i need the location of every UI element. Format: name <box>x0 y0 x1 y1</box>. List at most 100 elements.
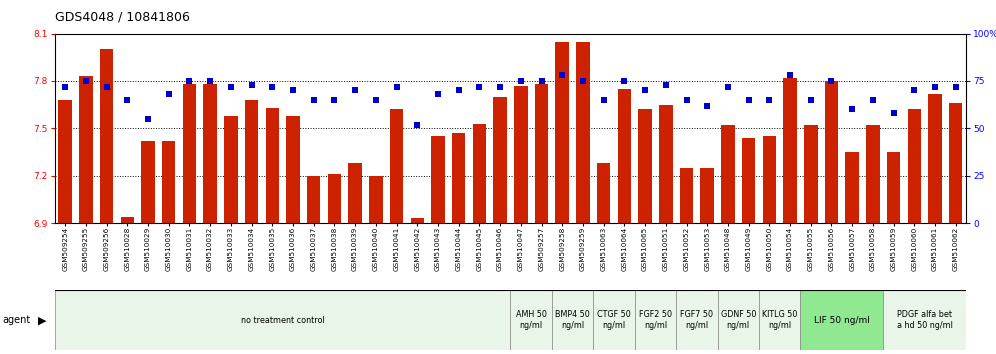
Bar <box>162 141 175 223</box>
Bar <box>907 109 921 223</box>
Point <box>720 84 736 90</box>
Point <box>596 97 612 103</box>
Bar <box>370 176 382 223</box>
Bar <box>883 290 966 350</box>
Point <box>845 107 861 112</box>
Bar <box>556 41 569 223</box>
Point <box>388 84 404 90</box>
Point <box>617 78 632 84</box>
Text: PDGF alfa bet
a hd 50 ng/ml: PDGF alfa bet a hd 50 ng/ml <box>896 310 952 330</box>
Bar <box>59 100 72 223</box>
Text: LIF 50 ng/ml: LIF 50 ng/ml <box>814 316 870 325</box>
Point <box>906 88 922 93</box>
Bar <box>245 100 258 223</box>
Point <box>575 78 591 84</box>
Point <box>264 84 280 90</box>
Point <box>678 97 694 103</box>
Text: FGF7 50
ng/ml: FGF7 50 ng/ml <box>680 310 713 330</box>
Bar <box>514 86 528 223</box>
Point <box>78 78 94 84</box>
Point <box>554 73 570 78</box>
Bar <box>493 97 507 223</box>
Text: agent: agent <box>2 315 30 325</box>
Bar <box>203 84 217 223</box>
Point <box>885 110 901 116</box>
Bar <box>721 125 735 223</box>
Bar <box>410 218 424 223</box>
Bar <box>680 168 693 223</box>
Point <box>57 84 73 90</box>
Point <box>699 103 715 108</box>
Bar <box>676 290 717 350</box>
Point <box>368 97 383 103</box>
Text: CTGF 50
ng/ml: CTGF 50 ng/ml <box>598 310 630 330</box>
Bar <box>535 84 548 223</box>
Bar <box>121 217 134 223</box>
Bar <box>79 76 93 223</box>
Bar <box>349 163 362 223</box>
Bar <box>928 93 942 223</box>
Point <box>244 82 260 87</box>
Point <box>120 97 135 103</box>
Point <box>803 97 819 103</box>
Point <box>637 88 653 93</box>
Point <box>471 84 487 90</box>
Point <box>223 84 239 90</box>
Point <box>140 116 156 122</box>
Point <box>430 91 446 97</box>
Point <box>741 97 757 103</box>
Bar <box>594 290 634 350</box>
Point <box>285 88 301 93</box>
Bar <box>100 50 114 223</box>
Bar <box>717 290 759 350</box>
Point <box>306 97 322 103</box>
Bar <box>867 125 879 223</box>
Point <box>492 84 508 90</box>
Bar <box>286 116 300 223</box>
Bar <box>783 78 797 223</box>
Bar <box>307 176 321 223</box>
Bar <box>452 133 465 223</box>
Text: GDNF 50
ng/ml: GDNF 50 ng/ml <box>720 310 756 330</box>
Bar <box>825 81 839 223</box>
Text: GDS4048 / 10841806: GDS4048 / 10841806 <box>55 11 189 24</box>
Bar <box>55 290 511 350</box>
Bar <box>473 124 486 223</box>
Point <box>657 82 673 87</box>
Point <box>348 88 364 93</box>
Point <box>534 78 550 84</box>
Bar <box>618 89 631 223</box>
Bar <box>141 141 154 223</box>
Point <box>865 97 880 103</box>
Bar <box>552 290 594 350</box>
Text: KITLG 50
ng/ml: KITLG 50 ng/ml <box>762 310 798 330</box>
Bar <box>224 116 238 223</box>
Bar <box>328 174 341 223</box>
Point <box>948 84 964 90</box>
Text: AMH 50
ng/ml: AMH 50 ng/ml <box>516 310 547 330</box>
Bar <box>759 290 801 350</box>
Bar <box>886 152 900 223</box>
Bar <box>638 109 651 223</box>
Bar <box>511 290 552 350</box>
Bar <box>804 125 818 223</box>
Bar <box>597 163 611 223</box>
Text: ▶: ▶ <box>38 315 47 325</box>
Point <box>824 78 840 84</box>
Bar <box>389 109 403 223</box>
Bar <box>700 168 714 223</box>
Point <box>202 78 218 84</box>
Bar <box>659 105 672 223</box>
Point <box>927 84 943 90</box>
Bar <box>801 290 883 350</box>
Bar <box>846 152 859 223</box>
Bar <box>763 136 776 223</box>
Text: no treatment control: no treatment control <box>241 316 325 325</box>
Point <box>782 73 798 78</box>
Point <box>181 78 197 84</box>
Text: BMP4 50
ng/ml: BMP4 50 ng/ml <box>555 310 590 330</box>
Point <box>160 91 176 97</box>
Point <box>761 97 777 103</box>
Bar <box>634 290 676 350</box>
Point <box>409 122 425 127</box>
